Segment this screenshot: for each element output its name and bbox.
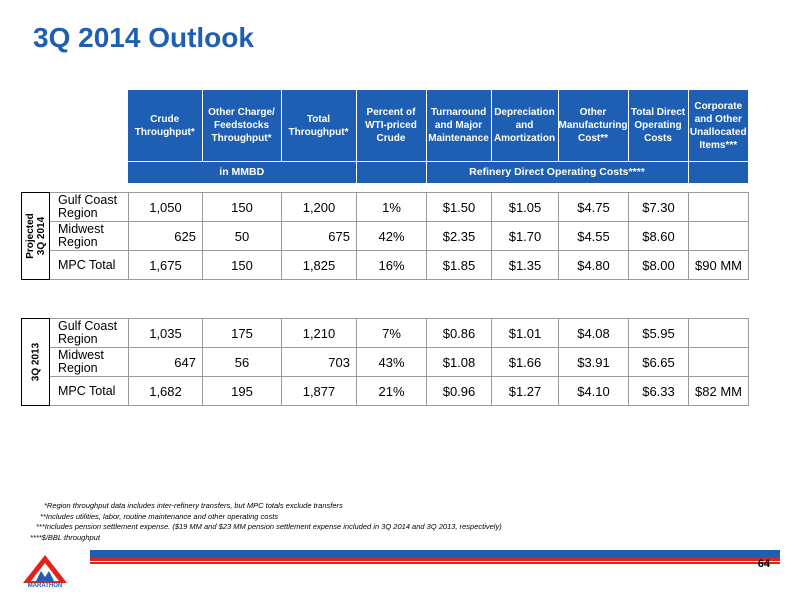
page-title: 3Q 2014 Outlook — [33, 22, 254, 53]
row-label: Midwest Region — [49, 347, 129, 377]
band-blank-right — [688, 161, 748, 183]
footnote: **Includes utilities, labor, routine mai… — [40, 511, 279, 521]
table-row: 3Q 2013 Gulf Coast Region 1,035 175 1,21… — [21, 318, 749, 406]
side-label-2013: 3Q 2013 — [21, 318, 50, 406]
table-row: Projected 3Q 2014 Gulf Coast Region 1,05… — [21, 192, 749, 280]
table-row: MPC Total 1,682 195 1,877 21% $0.96 $1.2… — [22, 376, 749, 406]
band-in-mmbd: in MMBD — [128, 161, 357, 183]
logo-wordmark: MARATHON — [27, 583, 63, 589]
table-row: Midwest Region 647 56 703 43% $1.08 $1.6… — [22, 347, 749, 377]
row-label: Midwest Region — [49, 221, 129, 251]
col-other-manufacturing: Other Manufacturing Cost** — [558, 90, 629, 162]
row-label: Gulf Coast Region — [49, 192, 129, 222]
row-label: MPC Total — [49, 250, 129, 280]
row-label: MPC Total — [49, 376, 129, 406]
actual-2013-table: 3Q 2013 Gulf Coast Region 1,035 175 1,21… — [21, 318, 749, 406]
col-total-throughput: Total Throughput* — [281, 90, 357, 162]
footnote: *Region throughput data includes inter-r… — [44, 501, 343, 510]
footnote: ***Includes pension settlement expense. … — [36, 522, 502, 531]
col-crude-throughput: Crude Throughput* — [128, 90, 203, 162]
col-other-charge: Other Charge/ Feedstocks Throughput* — [202, 90, 282, 162]
projected-2014-table: Projected 3Q 2014 Gulf Coast Region 1,05… — [21, 192, 749, 280]
table-row: MPC Total 1,675 150 1,825 16% $1.85 $1.3… — [22, 250, 749, 280]
col-wti-percent: Percent of WTI-priced Crude — [356, 90, 427, 162]
band-direct-operating-costs: Refinery Direct Operating Costs**** — [426, 161, 689, 183]
col-corporate: Corporate and Other Unallocated Items*** — [688, 90, 748, 162]
footnotes: *Region throughput data includes inter-r… — [26, 501, 502, 543]
footnote: ****$/BBL throughput — [30, 532, 100, 542]
col-depreciation: Depreciation and Amortization — [491, 90, 559, 162]
page-number: 64 — [757, 558, 770, 570]
column-header-table: Crude Throughput* Other Charge/ Feedstoc… — [128, 90, 748, 183]
table-row: Midwest Region 625 50 675 42% $2.35 $1.7… — [22, 221, 749, 251]
row-label: Gulf Coast Region — [49, 318, 129, 348]
col-total-direct: Total Direct Operating Costs — [628, 90, 689, 162]
footer-stripe — [90, 550, 780, 580]
side-label-projected: Projected 3Q 2014 — [21, 192, 50, 280]
marathon-logo-icon — [23, 555, 67, 583]
band-blank — [356, 161, 427, 183]
col-turnaround: Turnaround and Major Maintenance — [426, 90, 492, 162]
